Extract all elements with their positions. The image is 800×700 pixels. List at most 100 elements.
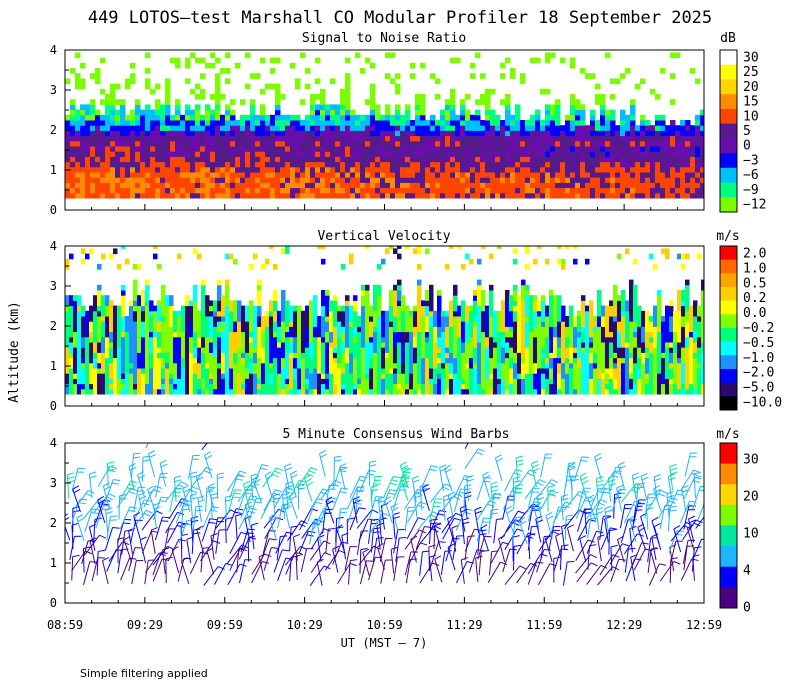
velocity-cell bbox=[541, 378, 546, 385]
snr-cell bbox=[230, 99, 236, 105]
velocity-cell bbox=[101, 336, 106, 343]
velocity-cell bbox=[277, 238, 282, 244]
snr-cell bbox=[350, 135, 356, 142]
velocity-cell bbox=[453, 383, 458, 390]
velocity-cell bbox=[441, 336, 446, 343]
snr-cell bbox=[295, 172, 301, 178]
velocity-cell bbox=[229, 253, 234, 260]
snr-cell bbox=[620, 187, 626, 194]
snr-cell bbox=[310, 114, 316, 121]
velocity-cell bbox=[533, 326, 538, 333]
snr-cell bbox=[600, 109, 606, 116]
velocity-cell bbox=[105, 305, 110, 312]
velocity-cell bbox=[141, 373, 146, 379]
snr-cell bbox=[585, 172, 591, 178]
velocity-cell bbox=[385, 310, 390, 317]
snr-cell bbox=[525, 130, 531, 137]
snr-cell bbox=[275, 114, 281, 121]
velocity-cell bbox=[529, 383, 534, 390]
velocity-cell bbox=[273, 295, 278, 301]
velocity-cell bbox=[161, 331, 166, 338]
velocity-cell bbox=[217, 284, 222, 291]
velocity-cell bbox=[417, 310, 422, 317]
velocity-cell bbox=[437, 290, 442, 296]
snr-cell bbox=[90, 140, 96, 147]
velocity-cell bbox=[105, 321, 110, 327]
snr-cell bbox=[455, 177, 461, 183]
snr-cell bbox=[615, 192, 621, 199]
velocity-cell bbox=[329, 326, 334, 333]
snr-cell bbox=[105, 109, 111, 116]
snr-cell bbox=[170, 166, 176, 173]
velocity-cell bbox=[481, 362, 486, 369]
snr-cell bbox=[445, 187, 451, 194]
snr-cell bbox=[620, 125, 626, 131]
snr-cell bbox=[575, 99, 581, 105]
snr-cell bbox=[255, 192, 261, 199]
snr-cell bbox=[425, 161, 431, 168]
snr-cell bbox=[585, 192, 591, 199]
velocity-cell bbox=[325, 321, 330, 327]
velocity-cell bbox=[573, 383, 578, 390]
velocity-cell bbox=[157, 264, 162, 270]
velocity-cell bbox=[425, 352, 430, 359]
velocity-cell bbox=[169, 321, 174, 327]
snr-cell bbox=[410, 140, 416, 147]
velocity-cell bbox=[437, 378, 442, 385]
velocity-cell bbox=[613, 331, 618, 338]
velocity-cell bbox=[273, 347, 278, 353]
velocity-cell bbox=[397, 342, 402, 348]
snr-cell bbox=[550, 192, 556, 199]
snr-cell bbox=[410, 187, 416, 194]
velocity-cell bbox=[393, 336, 398, 343]
snr-cell bbox=[420, 156, 426, 163]
velocity-cell bbox=[293, 378, 298, 385]
velocity-cell bbox=[285, 305, 290, 312]
velocity-cell bbox=[409, 342, 414, 348]
velocity-cell bbox=[305, 352, 310, 359]
velocity-cell bbox=[425, 290, 430, 296]
snr-cell bbox=[395, 109, 401, 116]
snr-cell bbox=[430, 192, 436, 199]
snr-cell bbox=[695, 182, 701, 189]
snr-cell bbox=[230, 109, 236, 116]
snr-cell bbox=[440, 140, 446, 147]
snr-cell bbox=[205, 114, 211, 121]
velocity-cell bbox=[201, 336, 206, 343]
velocity-cell bbox=[421, 321, 426, 327]
snr-cell bbox=[305, 130, 311, 137]
velocity-cell bbox=[325, 290, 330, 296]
velocity-cell bbox=[329, 373, 334, 379]
velocity-cell bbox=[117, 378, 122, 385]
velocity-cell bbox=[497, 388, 502, 395]
snr-cell bbox=[630, 192, 636, 199]
velocity-cell bbox=[509, 295, 514, 301]
snr-cell bbox=[120, 177, 126, 183]
snr-cell bbox=[115, 187, 121, 194]
snr-cell bbox=[505, 192, 511, 199]
velocity-cell bbox=[397, 279, 402, 286]
velocity-cell bbox=[249, 326, 254, 333]
snr-cell bbox=[65, 114, 71, 121]
snr-cell bbox=[180, 151, 186, 157]
velocity-cell bbox=[369, 326, 374, 333]
snr-cell bbox=[695, 166, 701, 173]
snr-cell bbox=[665, 140, 671, 147]
snr-cell bbox=[160, 140, 166, 147]
velocity-cell bbox=[389, 373, 394, 379]
velocity-cell bbox=[217, 388, 222, 395]
velocity-cell bbox=[589, 342, 594, 348]
velocity-cell bbox=[89, 357, 94, 364]
snr-cell bbox=[305, 156, 311, 163]
velocity-cell bbox=[177, 352, 182, 359]
snr-heatmap bbox=[65, 52, 704, 199]
snr-cell bbox=[190, 156, 196, 163]
velocity-cell bbox=[113, 352, 118, 359]
snr-cell bbox=[355, 182, 361, 189]
snr-cell bbox=[70, 104, 76, 111]
velocity-cell bbox=[337, 347, 342, 353]
snr-cell bbox=[365, 146, 371, 152]
snr-cell bbox=[210, 161, 216, 168]
velocity-cell bbox=[537, 310, 542, 317]
snr-cell bbox=[300, 146, 306, 152]
